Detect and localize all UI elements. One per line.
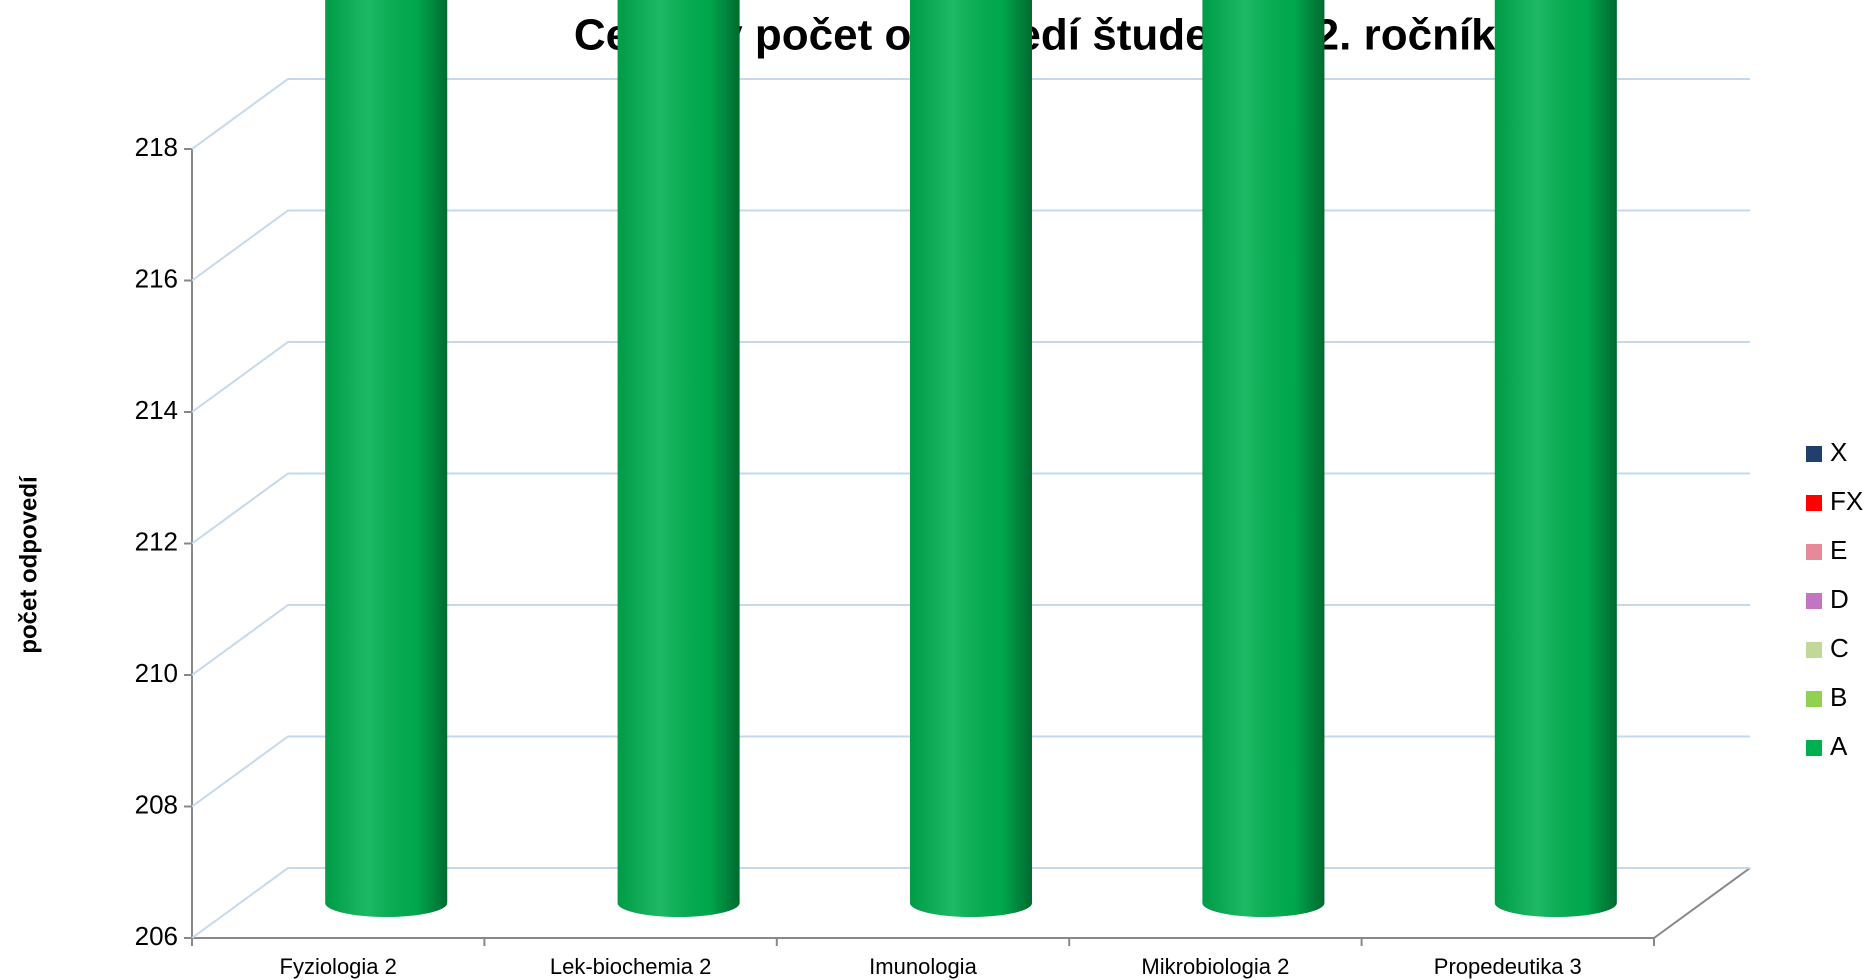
y-tick-label: 208 xyxy=(135,789,178,819)
segment-shade xyxy=(325,0,448,917)
legend-swatch xyxy=(1806,740,1822,756)
legend-label: E xyxy=(1830,535,1847,565)
x-tick-label: Lek-biochemia 2 xyxy=(550,954,711,979)
legend-label: D xyxy=(1830,584,1849,614)
y-tick-label: 206 xyxy=(135,921,178,951)
y-tick-label: 210 xyxy=(135,658,178,688)
legend-swatch xyxy=(1806,593,1822,609)
legend-label: FX xyxy=(1830,486,1863,516)
y-tick-label: 216 xyxy=(135,263,178,293)
legend-swatch xyxy=(1806,446,1822,462)
bar-segment xyxy=(325,0,448,917)
x-tick-label: Propedeutika 3 xyxy=(1434,954,1582,979)
chart-title: Celkový počet odpovedí študentov 2. ročn… xyxy=(574,11,1586,60)
y-tick-label: 218 xyxy=(135,132,178,162)
segment-shade xyxy=(1494,0,1617,917)
bar-segment xyxy=(1202,0,1325,917)
y-axis-label: počet odpovedí xyxy=(15,475,42,654)
segment-shade xyxy=(617,0,740,917)
x-tick-label: Imunologia xyxy=(869,954,977,979)
legend-label: C xyxy=(1830,633,1849,663)
x-tick-label: Fyziologia 2 xyxy=(280,954,397,979)
bar-segment xyxy=(910,0,1032,917)
legend-label: B xyxy=(1830,682,1847,712)
legend-label: X xyxy=(1830,437,1847,467)
bar-segment xyxy=(1494,0,1617,917)
legend-swatch xyxy=(1806,495,1822,511)
y-tick-label: 214 xyxy=(135,395,178,425)
legend-swatch xyxy=(1806,691,1822,707)
legend-label: A xyxy=(1830,731,1848,761)
legend-swatch xyxy=(1806,544,1822,560)
legend-swatch xyxy=(1806,642,1822,658)
x-tick-label: Mikrobiologia 2 xyxy=(1141,954,1289,979)
segment-shade xyxy=(910,0,1032,917)
y-tick-label: 212 xyxy=(135,526,178,556)
segment-shade xyxy=(1202,0,1325,917)
bar-segment xyxy=(617,0,740,917)
floor-edge xyxy=(1653,867,1751,939)
